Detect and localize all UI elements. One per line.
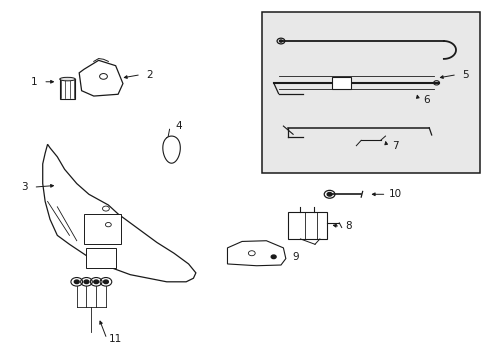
Text: 11: 11 (109, 334, 122, 344)
Bar (86, 248, 116, 267)
Polygon shape (79, 60, 122, 96)
Polygon shape (163, 136, 180, 163)
Circle shape (271, 255, 276, 258)
Bar (261, 12, 479, 173)
Text: 6: 6 (423, 95, 429, 105)
Bar (287, 212, 326, 239)
Circle shape (279, 40, 282, 42)
Text: 1: 1 (31, 77, 38, 87)
Circle shape (84, 280, 89, 284)
Circle shape (326, 193, 331, 196)
Ellipse shape (60, 77, 75, 81)
Text: 10: 10 (388, 189, 401, 199)
Text: 5: 5 (462, 69, 468, 80)
Text: 7: 7 (391, 141, 398, 151)
Text: 8: 8 (345, 221, 352, 231)
Bar (60, 79, 75, 99)
Text: 3: 3 (21, 182, 28, 192)
Circle shape (94, 280, 99, 284)
Polygon shape (42, 144, 196, 282)
Polygon shape (227, 241, 285, 266)
Text: 9: 9 (292, 252, 298, 262)
Bar (84, 214, 120, 244)
Text: 4: 4 (175, 121, 182, 131)
Bar (331, 77, 351, 89)
Text: 2: 2 (146, 69, 153, 80)
Circle shape (103, 280, 108, 284)
Circle shape (74, 280, 79, 284)
